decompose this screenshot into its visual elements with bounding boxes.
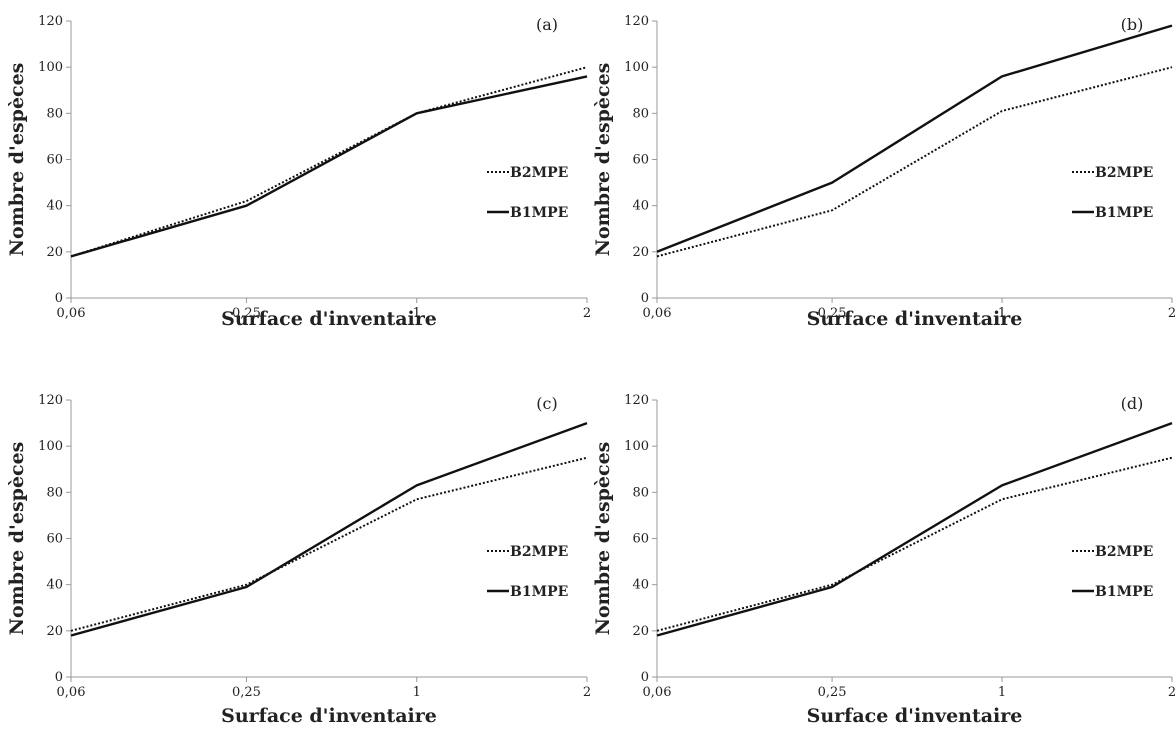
x-axis-title: Surface d'inventaire (221, 705, 437, 727)
x-tick-label: 2 (583, 306, 591, 321)
y-axis-title: Nombre d'espèces (592, 63, 614, 257)
y-tick-label: 20 (46, 245, 63, 260)
y-tick-label: 20 (632, 245, 649, 260)
y-tick-label: 40 (46, 578, 63, 593)
panel-label: (c) (536, 394, 557, 413)
y-tick-label: 120 (624, 393, 649, 408)
y-tick-label: 40 (632, 199, 649, 214)
panel-label: (b) (1121, 15, 1144, 34)
x-axis-title: Surface d'inventaire (807, 308, 1023, 330)
y-tick-label: 20 (46, 624, 63, 639)
y-tick-label: 60 (632, 532, 649, 547)
y-tick-label: 80 (632, 106, 649, 121)
y-tick-label: 80 (632, 485, 649, 500)
y-tick-label: 100 (624, 60, 649, 75)
y-tick-label: 100 (624, 439, 649, 454)
y-tick-label: 40 (46, 199, 63, 214)
x-tick-label: 1 (413, 685, 421, 700)
x-axis-title: Surface d'inventaire (221, 308, 437, 330)
panel-label: (a) (536, 15, 558, 34)
x-tick-label: 1 (998, 685, 1006, 700)
legend-label-b2mpe: B2MPE (1095, 544, 1153, 560)
legend-label-b1mpe: B1MPE (510, 205, 568, 221)
y-tick-label: 80 (46, 106, 63, 121)
series-line-b1mpe (71, 423, 587, 635)
x-axis-title: Surface d'inventaire (807, 705, 1023, 727)
series-line-b1mpe (657, 423, 1172, 635)
y-tick-label: 0 (55, 291, 63, 306)
chart-panel-3: 0 20 40 60 80 100 120 0,06 0,25 1 2 Surface d'inven… (6, 393, 591, 727)
y-tick-label: 100 (38, 60, 63, 75)
legend-label-b2mpe: B2MPE (1095, 165, 1153, 181)
y-tick-label: 0 (55, 670, 63, 685)
chart-panel-4: 0 20 40 60 80 100 120 0,06 0,25 1 2 Surface d'inven… (592, 393, 1176, 727)
x-tick-label: 0,06 (643, 306, 672, 321)
legend-label-b1mpe: B1MPE (510, 584, 568, 600)
legend-label-b1mpe: B1MPE (1095, 584, 1153, 600)
y-tick-label: 80 (46, 485, 63, 500)
x-tick-label: 0,06 (57, 306, 86, 321)
y-tick-label: 60 (46, 153, 63, 168)
legend-label-b2mpe: B2MPE (510, 165, 568, 181)
y-tick-label: 120 (624, 14, 649, 29)
x-tick-label: 0,25 (232, 685, 261, 700)
series-line-b2mpe (657, 67, 1172, 256)
y-tick-label: 60 (46, 532, 63, 547)
x-tick-label: 0,25 (818, 685, 847, 700)
legend-label-b2mpe: B2MPE (510, 544, 568, 560)
y-axis-title: Nombre d'espèces (6, 63, 28, 257)
x-tick-label: 0,06 (643, 685, 672, 700)
y-tick-label: 0 (641, 670, 649, 685)
y-tick-label: 0 (641, 291, 649, 306)
y-tick-label: 120 (38, 14, 63, 29)
y-tick-label: 100 (38, 439, 63, 454)
panel-label: (d) (1121, 394, 1144, 413)
x-tick-label: 2 (1168, 685, 1176, 700)
y-tick-label: 60 (632, 153, 649, 168)
y-tick-label: 40 (632, 578, 649, 593)
y-tick-label: 120 (38, 393, 63, 408)
y-tick-label: 20 (632, 624, 649, 639)
x-tick-label: 0,06 (57, 685, 86, 700)
legend-label-b1mpe: B1MPE (1095, 205, 1153, 221)
x-tick-label: 2 (583, 685, 591, 700)
y-axis-title: Nombre d'espèces (6, 442, 28, 636)
y-axis-title: Nombre d'espèces (592, 442, 614, 636)
x-tick-label: 2 (1168, 306, 1176, 321)
